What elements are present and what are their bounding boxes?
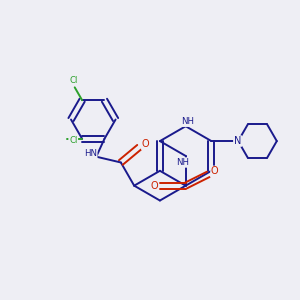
Text: N: N [234,136,241,146]
Text: NH: NH [181,117,194,126]
Text: HN: HN [84,149,97,158]
Text: O: O [211,167,219,176]
Text: Cl: Cl [69,136,77,145]
Text: O: O [142,139,149,149]
Text: N: N [212,167,220,177]
Text: O: O [150,181,158,191]
Text: Cl: Cl [69,76,77,85]
Text: NH: NH [176,158,189,167]
